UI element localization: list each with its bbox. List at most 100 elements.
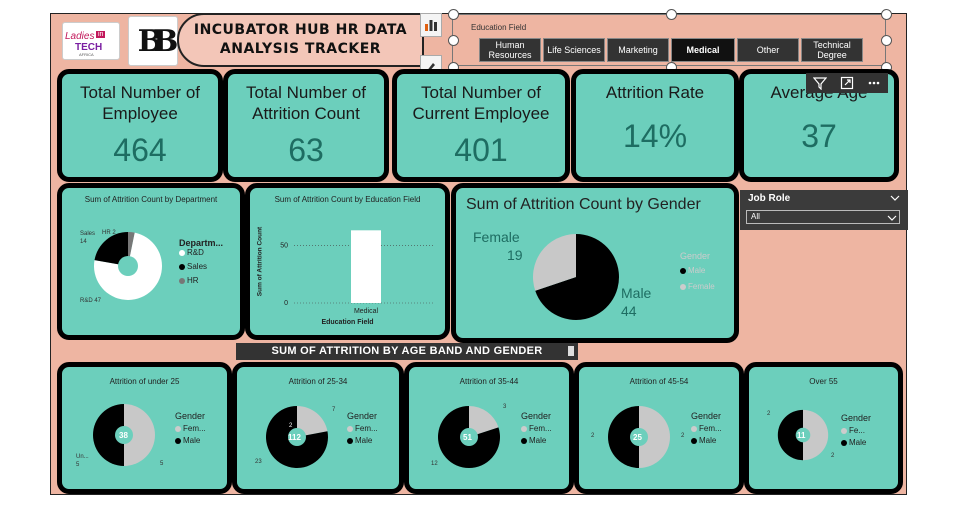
resize-handle-top-mid[interactable]: [666, 9, 677, 20]
age-band-card-under-25: Attrition of under 25 38 Un... 5 5 Gende…: [57, 362, 232, 494]
pie-slice-female[interactable]: [533, 234, 576, 291]
legend-label: Fe...: [849, 426, 866, 435]
age-band-legend: Gender Fe... Male: [841, 413, 871, 447]
donut-slice-female[interactable]: [803, 409, 829, 461]
donut-slice-male[interactable]: [93, 404, 124, 466]
slicer-option-medical[interactable]: Medical: [671, 38, 735, 62]
legend-dot: [691, 437, 697, 444]
legend-dot: [175, 425, 181, 432]
slicer-option-technical-degree[interactable]: Technical Degree: [801, 38, 863, 62]
more-options-icon[interactable]: [867, 76, 881, 90]
age-legend-title: Gender: [347, 411, 378, 421]
legend-label: Male: [529, 436, 547, 445]
dept-attrition-chart: Sum of Attrition Count by Department Sal…: [57, 183, 245, 340]
legend-item-female[interactable]: Fem...: [175, 424, 206, 433]
edu-chart-title: Sum of Attrition Count by Education Fiel…: [274, 195, 421, 204]
donut-slice-male[interactable]: [608, 406, 639, 468]
slicer-option-life-sciences[interactable]: Life Sciences: [543, 38, 605, 62]
resize-handle-top-right[interactable]: [881, 9, 892, 20]
legend-dot: [521, 437, 527, 444]
age-band-card-45-54: Attrition of 45-54 25 2 2 Gender Fem... …: [574, 362, 744, 494]
resize-handle-mid-right[interactable]: [881, 35, 892, 46]
legend-item-female[interactable]: Female: [680, 282, 715, 291]
pie-slice-male[interactable]: [535, 234, 619, 320]
legend-item-male[interactable]: Male: [691, 436, 722, 445]
legend-label: HR: [187, 276, 199, 285]
chevron-down-icon[interactable]: [890, 194, 900, 202]
legend-item-sales[interactable]: Sales: [179, 262, 223, 271]
resize-handle-top-left[interactable]: [448, 9, 459, 20]
legend-item-female[interactable]: Fem...: [347, 424, 378, 433]
age-band-card-25-34: Attrition of 25-34 112 7 2 23 Gender Fem…: [232, 362, 404, 494]
kpi-label: Total Number of Employee: [80, 83, 200, 123]
gender-male-label: Male: [621, 285, 652, 301]
chart-tool-button[interactable]: [420, 13, 442, 37]
focus-mode-icon[interactable]: [840, 76, 854, 90]
age-band-title: Attrition of 35-44: [459, 377, 519, 386]
gender-pie: [533, 234, 619, 320]
bar-medical[interactable]: [351, 230, 381, 303]
legend-item-male[interactable]: Male: [175, 436, 206, 445]
kpi-value: 401: [454, 132, 508, 168]
ladies-line2: TECH: [75, 42, 103, 53]
legend-label: Female: [688, 282, 715, 291]
gender-legend-title: Gender: [680, 251, 711, 261]
education-field-slicer[interactable]: Education Field Human Resources Life Sci…: [452, 14, 886, 66]
age-legend-title: Gender: [691, 411, 722, 421]
legend-dot: [521, 425, 527, 432]
donut-hole: [118, 256, 138, 276]
age-band-title: Attrition of 45-54: [629, 377, 689, 386]
age-band-label-top-right: 7: [332, 407, 336, 413]
legend-label: Fem...: [699, 424, 722, 433]
ladies-badge: in: [96, 31, 106, 38]
age-band-label-top-mid: 2: [289, 423, 293, 429]
legend-dot: [179, 277, 185, 284]
slicer-option-human-resources[interactable]: Human Resources: [479, 38, 541, 62]
bb-logo-text: BB: [137, 23, 179, 59]
age-band-donut: [438, 406, 500, 468]
kpi-label: Total Number of Attrition Count: [246, 83, 366, 123]
job-role-dropdown[interactable]: All: [746, 210, 900, 224]
legend-item-male[interactable]: Male: [347, 436, 378, 445]
donut-slice-male[interactable]: [777, 409, 803, 461]
legend-item-rd[interactable]: R&D: [179, 248, 223, 257]
legend-item-male[interactable]: Male: [841, 438, 871, 447]
slicer-option-other[interactable]: Other: [737, 38, 799, 62]
legend-dot: [841, 427, 847, 434]
slicer-option-marketing[interactable]: Marketing: [607, 38, 669, 62]
donut-slice-female[interactable]: [639, 406, 670, 468]
legend-label: Male: [355, 436, 373, 445]
age-band-legend: Gender Fem... Male: [347, 411, 378, 445]
legend-label: Sales: [187, 262, 208, 271]
donut-hole: [460, 428, 478, 446]
title-line-1: INCUBATOR HUB HR DATA: [193, 22, 408, 38]
age-band-donut: [777, 409, 829, 461]
edu-bar-plot: 0 50 Medical: [280, 230, 434, 315]
age-band-header-handle[interactable]: [568, 346, 574, 356]
donut-hole: [630, 428, 648, 446]
age-band-legend: Gender Fem... Male: [691, 411, 722, 445]
age-band-center-value: 51: [463, 433, 472, 442]
legend-item-hr[interactable]: HR: [179, 276, 223, 285]
age-band-label-right: 5: [160, 461, 164, 467]
legend-item-female[interactable]: Fe...: [841, 426, 871, 435]
age-band-label-top-left: 2: [767, 411, 771, 417]
legend-label: Fem...: [183, 424, 206, 433]
legend-item-female[interactable]: Fem...: [521, 424, 552, 433]
donut-slice-female[interactable]: [469, 406, 499, 437]
legend-item-female[interactable]: Fem...: [691, 424, 722, 433]
legend-item-male[interactable]: Male: [680, 266, 715, 275]
legend-label: Male: [183, 436, 201, 445]
edu-x-axis-label: Education Field: [321, 319, 374, 326]
gender-chart-title: Sum of Attrition Count by Gender: [466, 196, 701, 213]
age-band-center-value: 112: [288, 433, 301, 442]
slicer-option-label: Medical: [686, 45, 720, 55]
donut-slice-female[interactable]: [297, 406, 328, 437]
legend-item-male[interactable]: Male: [521, 436, 552, 445]
resize-handle-mid-left[interactable]: [448, 35, 459, 46]
filter-icon[interactable]: [812, 76, 827, 90]
slicer-option-label: Human Resources: [488, 40, 532, 60]
donut-slice-female[interactable]: [124, 404, 155, 466]
job-role-slicer[interactable]: Job Role All: [740, 190, 908, 230]
donut-slice-sales[interactable]: [94, 232, 128, 266]
